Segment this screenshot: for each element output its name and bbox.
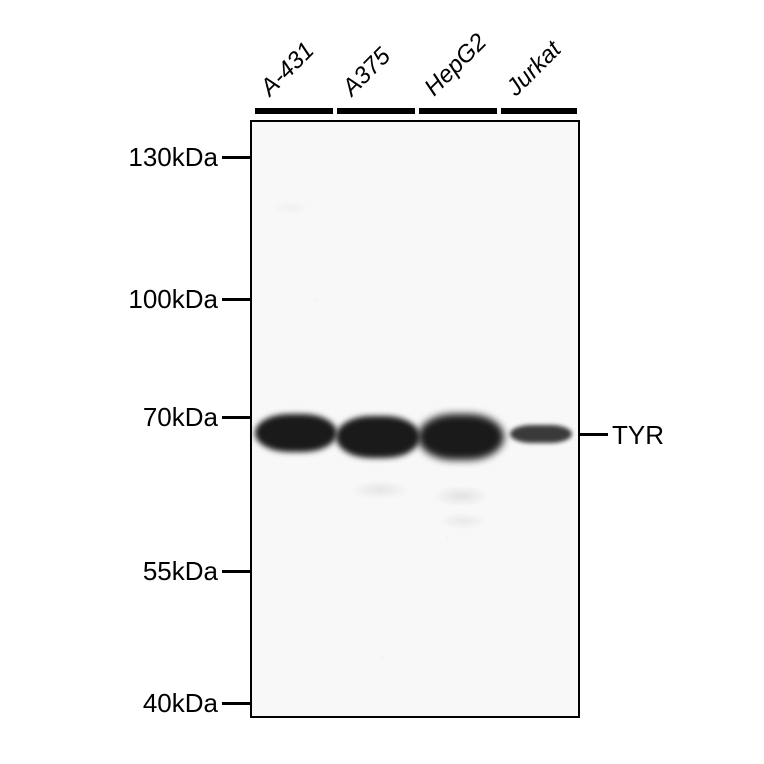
- protein-tick: [580, 433, 608, 436]
- smear-2: [432, 485, 490, 507]
- marker-tick-55: [222, 570, 250, 573]
- band-lane2: [336, 416, 420, 458]
- marker-tick-100: [222, 298, 250, 301]
- marker-100: 100kDa: [110, 284, 218, 315]
- lane-label-4: Jurkat: [501, 36, 567, 102]
- marker-70: 70kDa: [128, 402, 218, 433]
- band-lane4: [510, 425, 572, 443]
- band-lane3: [418, 414, 504, 460]
- smear-4: [270, 200, 310, 215]
- band-lane1: [255, 414, 337, 452]
- protein-label: TYR: [612, 420, 664, 451]
- marker-130: 130kDa: [110, 142, 218, 173]
- marker-tick-130: [222, 156, 250, 159]
- marker-tick-70: [222, 416, 250, 419]
- lane-bar-1: [255, 108, 333, 114]
- marker-tick-40: [222, 702, 250, 705]
- lane-label-2: A375: [337, 43, 396, 102]
- smear-3: [438, 512, 488, 530]
- lane-label-3: HepG2: [419, 28, 493, 102]
- marker-40: 40kDa: [128, 688, 218, 719]
- lane-bar-3: [419, 108, 497, 114]
- lane-bar-4: [501, 108, 577, 114]
- western-blot-figure: A-431 A375 HepG2 Jurkat 130kDa 100kDa 70…: [0, 0, 764, 764]
- lane-label-1: A-431: [255, 37, 320, 102]
- marker-55: 55kDa: [128, 556, 218, 587]
- smear-1: [350, 480, 410, 500]
- lane-bar-2: [337, 108, 415, 114]
